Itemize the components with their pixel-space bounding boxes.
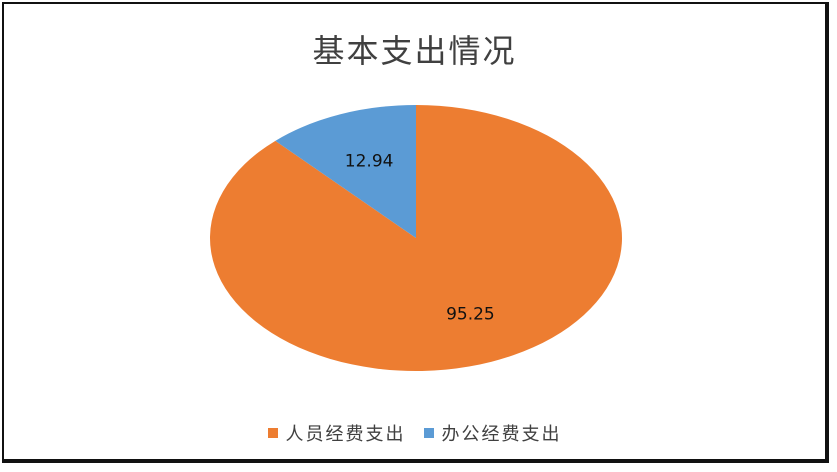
pie-slice-office xyxy=(275,105,416,238)
legend: 人员经费支出 办公经费支出 xyxy=(4,420,825,446)
data-label-office: 12.94 xyxy=(345,151,394,171)
data-label-personnel: 95.25 xyxy=(446,305,495,325)
pie-chart: 95.25 12.94 xyxy=(210,105,622,371)
legend-swatch-office xyxy=(423,428,434,438)
chart-frame: 基本支出情况 95.25 12.94 人员经费支出 办公经费支出 xyxy=(2,2,829,463)
legend-label-personnel: 人员经费支出 xyxy=(285,424,406,445)
legend-item-personnel: 人员经费支出 xyxy=(267,420,406,446)
legend-swatch-personnel xyxy=(267,428,278,438)
legend-item-office: 办公经费支出 xyxy=(423,420,562,446)
legend-label-office: 办公经费支出 xyxy=(441,424,562,445)
pie-slice-personnel xyxy=(210,105,622,371)
chart-title: 基本支出情况 xyxy=(312,32,517,70)
